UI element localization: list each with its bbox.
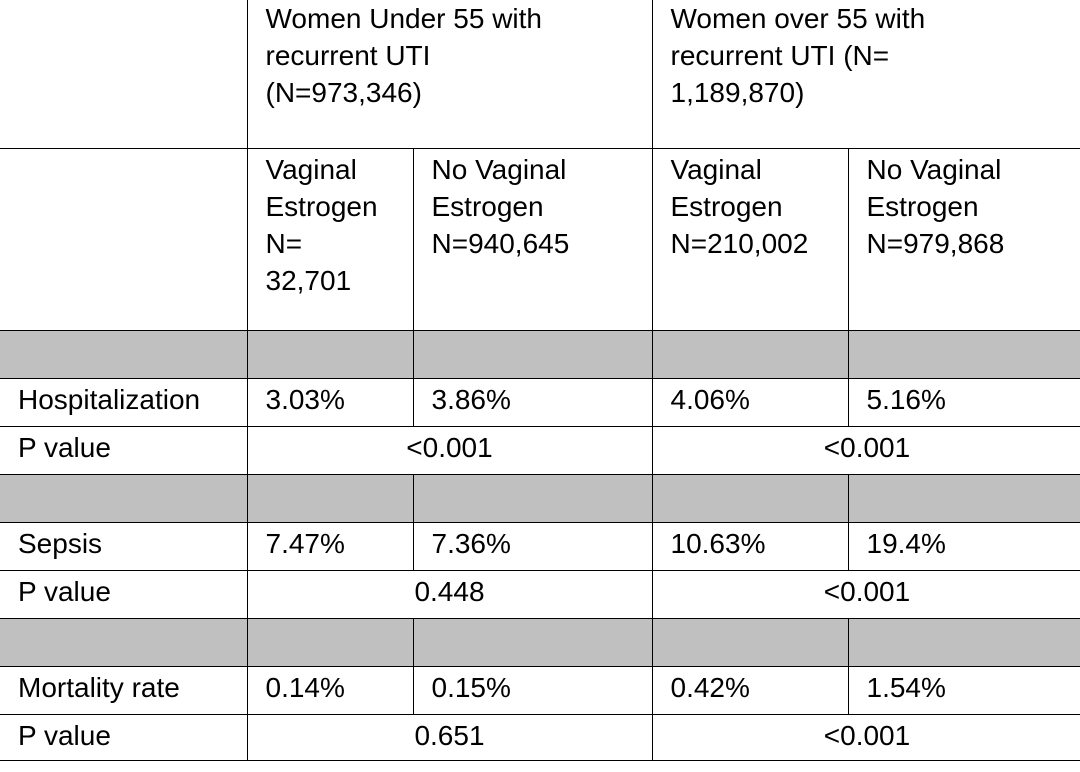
- p-value-row-mortality-rate: P value 0.651 <0.001: [0, 713, 1080, 761]
- value-cell: 3.03%: [246, 377, 414, 427]
- p-value-row-hospitalization: P value <0.001 <0.001: [0, 425, 1080, 475]
- value-cell: 10.63%: [651, 521, 849, 571]
- band-cell: [412, 329, 653, 379]
- band-cell: [0, 473, 248, 523]
- value-cell: 1.54%: [847, 665, 1080, 715]
- data-row-mortality-rate: Mortality rate 0.14% 0.15% 0.42% 1.54%: [0, 665, 1080, 715]
- band-cell: [246, 617, 414, 667]
- p-value-cell-under-55: 0.448: [246, 569, 653, 619]
- p-value-cell-over-55: <0.001: [651, 425, 1080, 475]
- band-cell: [246, 329, 414, 379]
- value-cell: 19.4%: [847, 521, 1080, 571]
- band-cell: [847, 617, 1080, 667]
- sub-header-over-55-no-vaginal-estrogen: No Vaginal Estrogen N=979,868: [847, 147, 1080, 331]
- data-row-sepsis: Sepsis 7.47% 7.36% 10.63% 19.4%: [0, 521, 1080, 571]
- group-header-under-55: Women Under 55 with recurrent UTI (N=973…: [246, 0, 653, 149]
- sub-header-row: Vaginal Estrogen N= 32,701 No Vaginal Es…: [0, 147, 1080, 331]
- p-value-row-sepsis: P value 0.448 <0.001: [0, 569, 1080, 619]
- band-cell: [847, 329, 1080, 379]
- separator-band-row: [0, 473, 1080, 523]
- p-value-cell-under-55: 0.651: [246, 713, 653, 761]
- band-cell: [0, 617, 248, 667]
- band-cell: [412, 473, 653, 523]
- row-label-mortality-rate: Mortality rate: [0, 665, 248, 715]
- sub-header-under-55-no-vaginal-estrogen: No Vaginal Estrogen N=940,645: [412, 147, 653, 331]
- value-cell: 7.47%: [246, 521, 414, 571]
- band-cell: [651, 329, 849, 379]
- band-cell: [246, 473, 414, 523]
- value-cell: 0.15%: [412, 665, 653, 715]
- sub-header-over-55-vaginal-estrogen: Vaginal Estrogen N=210,002: [651, 147, 849, 331]
- band-cell: [0, 329, 248, 379]
- p-value-cell-under-55: <0.001: [246, 425, 653, 475]
- band-cell: [847, 473, 1080, 523]
- separator-band-row: [0, 329, 1080, 379]
- row-label-p-value: P value: [0, 713, 248, 761]
- value-cell: 3.86%: [412, 377, 653, 427]
- value-cell: 0.14%: [246, 665, 414, 715]
- band-cell: [651, 617, 849, 667]
- sub-header-corner-cell: [0, 147, 248, 331]
- band-cell: [651, 473, 849, 523]
- value-cell: 0.42%: [651, 665, 849, 715]
- row-label-sepsis: Sepsis: [0, 521, 248, 571]
- p-value-cell-over-55: <0.001: [651, 713, 1080, 761]
- row-label-hospitalization: Hospitalization: [0, 377, 248, 427]
- row-label-p-value: P value: [0, 425, 248, 475]
- p-value-cell-over-55: <0.001: [651, 569, 1080, 619]
- data-row-hospitalization: Hospitalization 3.03% 3.86% 4.06% 5.16%: [0, 377, 1080, 427]
- value-cell: 7.36%: [412, 521, 653, 571]
- band-cell: [412, 617, 653, 667]
- corner-cell: [0, 0, 248, 149]
- row-label-p-value: P value: [0, 569, 248, 619]
- value-cell: 4.06%: [651, 377, 849, 427]
- separator-band-row: [0, 617, 1080, 667]
- group-header-over-55: Women over 55 with recurrent UTI (N= 1,1…: [651, 0, 1080, 149]
- group-header-row: Women Under 55 with recurrent UTI (N=973…: [0, 0, 1080, 149]
- value-cell: 5.16%: [847, 377, 1080, 427]
- sub-header-under-55-vaginal-estrogen: Vaginal Estrogen N= 32,701: [246, 147, 414, 331]
